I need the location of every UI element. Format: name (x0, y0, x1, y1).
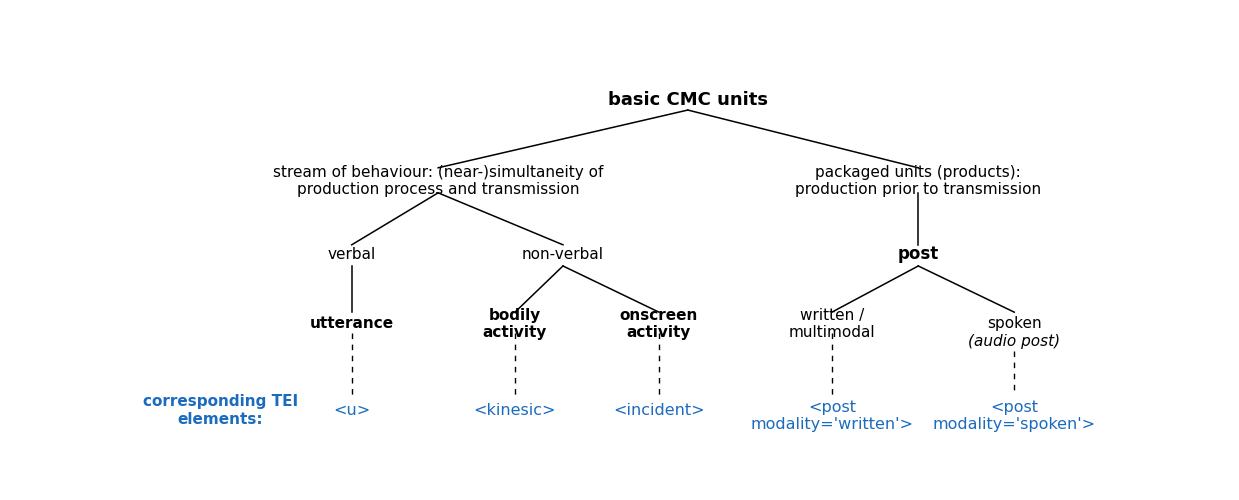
Text: basic CMC units: basic CMC units (608, 92, 768, 110)
Text: post: post (897, 246, 939, 264)
Text: corresponding TEI
elements:: corresponding TEI elements: (142, 394, 297, 426)
Text: (audio post): (audio post) (968, 334, 1061, 348)
Text: verbal: verbal (327, 247, 375, 262)
Text: <post
modality='spoken'>: <post modality='spoken'> (933, 400, 1095, 432)
Text: written /
multimodal: written / multimodal (788, 308, 875, 340)
Text: <incident>: <incident> (613, 403, 705, 418)
Text: <kinesic>: <kinesic> (473, 403, 556, 418)
Text: non-verbal: non-verbal (522, 247, 603, 262)
Text: <u>: <u> (333, 403, 370, 418)
Text: utterance: utterance (310, 316, 394, 331)
Text: packaged units (products):
production prior to transmission: packaged units (products): production pr… (795, 165, 1041, 198)
Text: <post
modality='written'>: <post modality='written'> (751, 400, 913, 432)
Text: onscreen
activity: onscreen activity (620, 308, 699, 340)
Text: stream of behaviour: (near-)simultaneity of
production process and transmission: stream of behaviour: (near-)simultaneity… (273, 165, 603, 198)
Text: bodily
activity: bodily activity (483, 308, 548, 340)
Text: spoken: spoken (987, 316, 1042, 331)
